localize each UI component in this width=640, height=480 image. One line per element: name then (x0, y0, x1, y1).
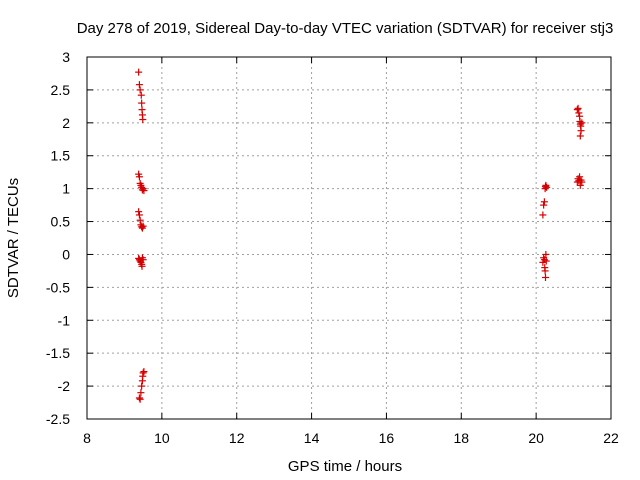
data-point (540, 198, 548, 206)
x-tick-label: 22 (603, 430, 619, 446)
data-point (578, 178, 586, 186)
data-point (136, 216, 144, 224)
x-tick-label: 10 (154, 430, 170, 446)
x-tick-label: 8 (83, 430, 91, 446)
data-point (540, 201, 548, 209)
data-point (138, 186, 146, 194)
x-tick-label: 16 (379, 430, 395, 446)
data-point (543, 183, 551, 191)
data-point (135, 173, 143, 181)
chart-title: Day 278 of 2019, Sidereal Day-to-day VTE… (77, 20, 614, 37)
data-point (578, 119, 586, 127)
y-tick-label: 2 (62, 115, 70, 131)
data-point (542, 273, 549, 281)
x-tick-label: 14 (304, 430, 320, 446)
data-point (139, 256, 147, 264)
x-axis-label: GPS time / hours (288, 458, 402, 475)
data-point (137, 91, 145, 99)
data-point (135, 394, 143, 402)
data-point (138, 382, 146, 390)
data-point (135, 208, 143, 216)
data-point (541, 267, 549, 275)
y-tick-label: 1 (62, 181, 70, 197)
data-point (139, 222, 147, 230)
y-tick-label: -2.5 (46, 411, 70, 427)
data-point (136, 86, 144, 94)
data-point (140, 187, 148, 195)
data-point (140, 368, 148, 376)
data-point (574, 104, 582, 112)
x-tick-label: 12 (229, 430, 245, 446)
grid-layer (87, 57, 611, 419)
x-tick-label: 18 (453, 430, 469, 446)
data-point (135, 68, 143, 76)
data-point (135, 211, 143, 219)
y-tick-label: 1.5 (51, 148, 71, 164)
tick-label-layer: 8 10 12 14 16 18 20 22 3 2.5 2 1.5 1 0.5 0 -0.5 -1 -1.5 -2… (46, 49, 619, 446)
y-tick-label: 3 (62, 49, 70, 65)
y-tick-label: -1 (58, 312, 71, 328)
data-point (576, 132, 584, 140)
data-point (576, 173, 584, 181)
y-tick-label: 0.5 (51, 214, 71, 230)
data-point (138, 99, 146, 107)
data-point (542, 257, 550, 265)
data-point (138, 223, 146, 231)
data-point (137, 389, 145, 397)
data-point (575, 109, 583, 117)
y-tick-label: 0 (62, 246, 70, 262)
data-point (138, 262, 146, 270)
plot-frame (86, 56, 612, 420)
x-tick-label: 20 (528, 430, 544, 446)
y-tick-label: -2 (58, 378, 71, 394)
data-points (135, 68, 586, 403)
data-point (577, 127, 585, 135)
y-tick-label: 2.5 (51, 82, 71, 98)
data-point (542, 250, 550, 258)
y-tick-label: -0.5 (46, 279, 70, 295)
data-point (539, 211, 547, 219)
data-point (139, 116, 147, 124)
y-axis-label: SDTVAR / TECUs (5, 178, 22, 298)
data-point (576, 181, 584, 189)
data-point (135, 81, 143, 89)
y-tick-label: -1.5 (46, 345, 70, 361)
data-point (136, 395, 144, 403)
data-point (573, 106, 581, 114)
data-point (139, 369, 147, 377)
